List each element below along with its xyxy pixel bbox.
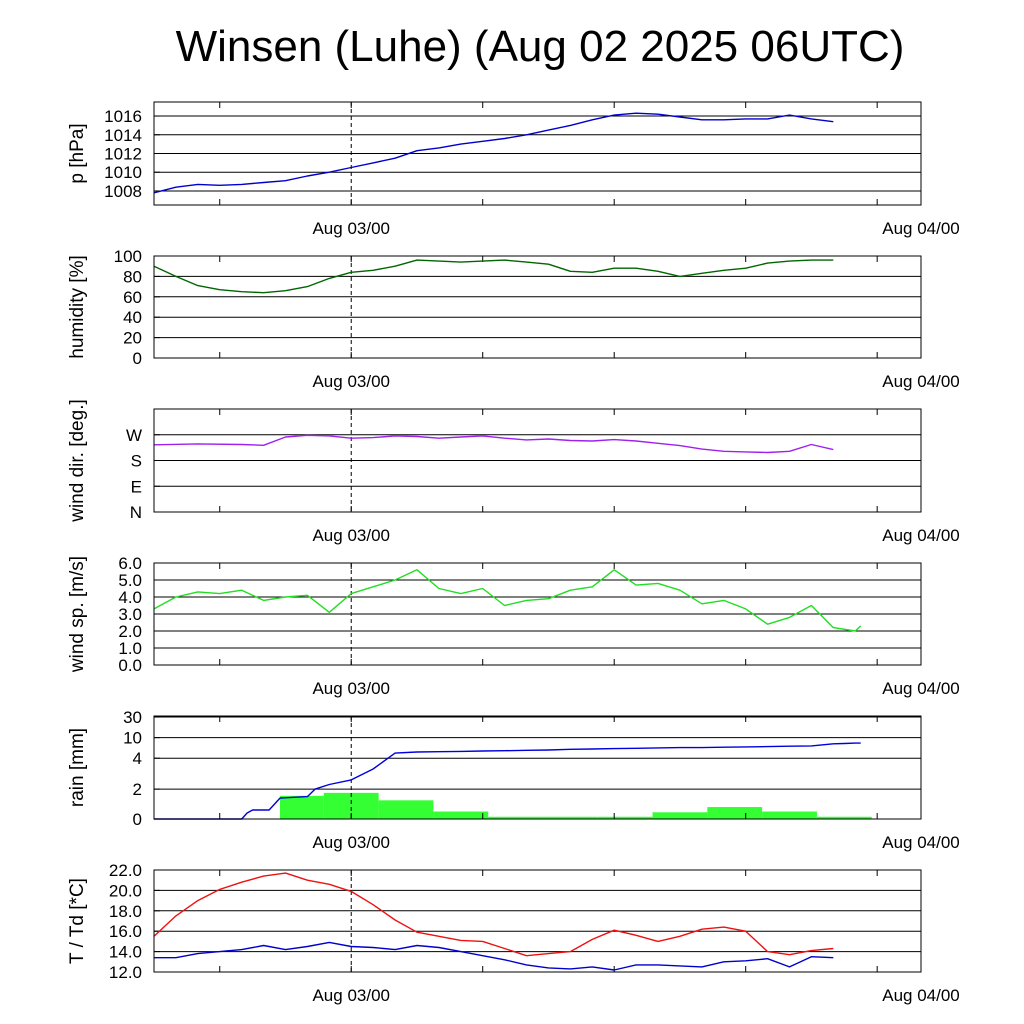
humidity-series-line (153, 259, 834, 294)
y-tick-label: S (131, 452, 142, 471)
y-tick-label: 4 (133, 749, 142, 768)
x-tick-label: Aug 04/00 (882, 219, 960, 238)
y-tick-label: 6.0 (118, 554, 142, 573)
y-tick-label: 5.0 (118, 571, 142, 590)
x-tick-label: Aug 04/00 (882, 679, 960, 698)
y-axis-label: humidity [%] (67, 255, 88, 358)
temperature-series-line (154, 941, 834, 971)
y-axis-label: rain [mm] (67, 728, 88, 807)
panel-frame (153, 255, 922, 359)
x-tick-label: Aug 03/00 (312, 679, 390, 698)
x-tick-label: Aug 03/00 (312, 372, 390, 391)
y-tick-label: 100 (114, 247, 142, 266)
rain-bar (597, 816, 653, 819)
rain-bar (762, 811, 817, 819)
y-tick-label: 0.0 (118, 656, 142, 675)
panel-frame (153, 101, 922, 206)
y-tick-label: 40 (123, 308, 142, 327)
x-tick-label: Aug 03/00 (312, 219, 390, 238)
y-tick-label: 18.0 (109, 902, 142, 921)
y-tick-label: 0 (133, 810, 142, 829)
y-tick-label: 3.0 (118, 605, 142, 624)
y-axis-label: wind dir. [deg.] (67, 399, 88, 523)
chart-title: Winsen (Luhe) (Aug 02 2025 06UTC) (175, 22, 905, 71)
y-tick-label: 60 (123, 288, 142, 307)
y-tick-label: 1008 (104, 182, 142, 201)
rain-bar (280, 795, 324, 819)
y-axis-label: p [hPa] (67, 123, 88, 183)
rain-bar (542, 816, 598, 819)
x-tick-label: Aug 03/00 (312, 833, 390, 852)
x-tick-label: Aug 04/00 (882, 526, 960, 545)
y-tick-label: 16.0 (109, 922, 142, 941)
y-tick-label: 22.0 (109, 861, 142, 880)
y-tick-label: 1016 (104, 107, 142, 126)
rain-bar (378, 800, 434, 819)
panel-frame (153, 869, 922, 973)
pressure-series-line (153, 112, 834, 194)
y-tick-label: W (126, 426, 142, 445)
wind_dir-series-line (153, 434, 834, 454)
y-tick-label: 1012 (104, 145, 142, 164)
y-tick-label: 2 (133, 780, 142, 799)
rain-series-line (154, 742, 861, 820)
x-tick-label: Aug 03/00 (312, 526, 390, 545)
panel-frame (153, 408, 922, 513)
rain-bar (488, 816, 543, 819)
y-tick-label: 1.0 (118, 639, 142, 658)
y-tick-label: 1010 (104, 163, 142, 182)
y-tick-label: 1014 (104, 126, 142, 145)
y-axis-label: T / Td [*C] (67, 878, 88, 964)
y-tick-label: 20 (123, 329, 142, 348)
rain-bar (433, 811, 489, 819)
x-tick-label: Aug 04/00 (882, 833, 960, 852)
temperature-series-line (153, 872, 834, 957)
y-tick-label: 2.0 (118, 622, 142, 641)
y-tick-label: N (130, 503, 142, 522)
y-tick-label: 30 (123, 708, 142, 727)
y-tick-label: 4.0 (118, 588, 142, 607)
panel-frame (153, 562, 922, 666)
rain-bar (816, 816, 872, 819)
x-tick-label: Aug 03/00 (312, 986, 390, 1005)
y-tick-label: 14.0 (109, 943, 142, 962)
y-tick-label: 20.0 (109, 881, 142, 900)
y-tick-label: 12.0 (109, 963, 142, 982)
x-tick-label: Aug 04/00 (882, 372, 960, 391)
rain-bar (652, 812, 708, 819)
x-tick-label: Aug 04/00 (882, 986, 960, 1005)
rain-bar (707, 807, 763, 819)
wind_speed-series-line (153, 569, 862, 632)
y-tick-label: 0 (133, 349, 142, 368)
y-axis-label: wind sp. [m/s] (67, 556, 88, 673)
y-tick-label: 10 (123, 729, 142, 748)
y-tick-label: 80 (123, 267, 142, 286)
y-tick-label: E (131, 477, 142, 496)
panel-frame (153, 715, 922, 820)
